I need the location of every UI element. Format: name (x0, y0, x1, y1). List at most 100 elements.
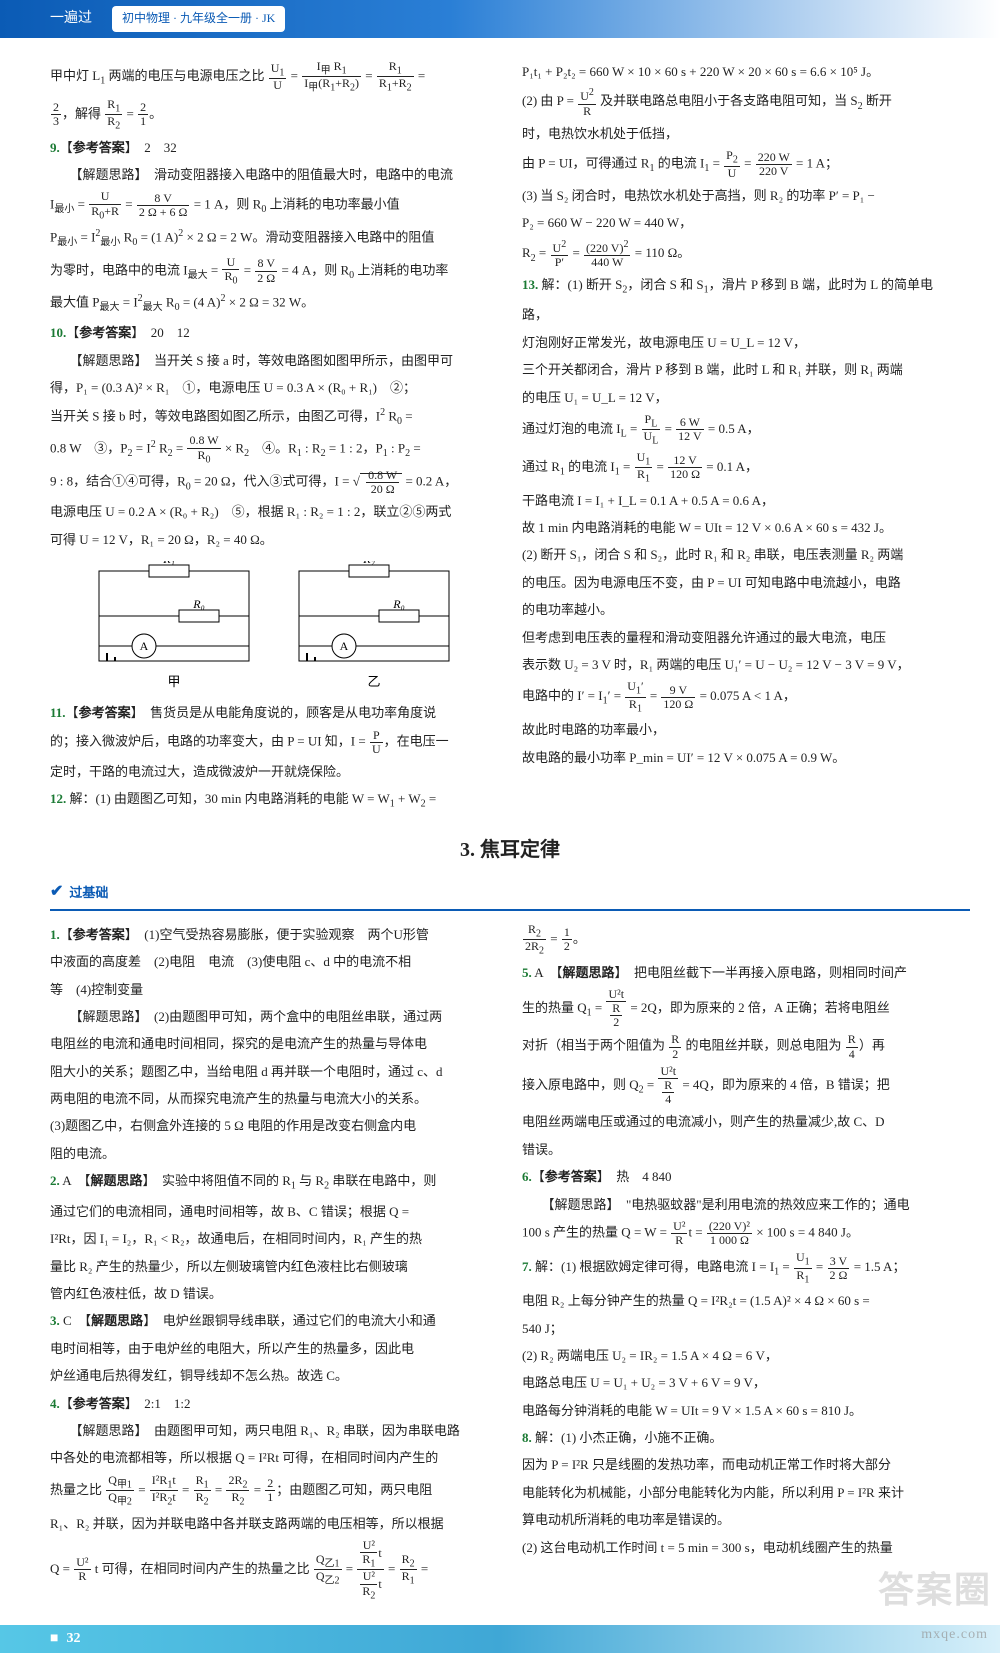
text-line: 灯泡刚好正常发光，故电源电压 U = U_L = 12 V， (522, 331, 970, 354)
q5: 5. A 【解题思路】 把电阻丝截下一半再接入原电路，则相同时间产 (522, 961, 970, 984)
text-line: P₂ = 660 W − 220 W = 440 W， (522, 211, 970, 234)
text-line: 当开关 S 接 b 时，等效电路图如图乙所示，由图乙可得，I2 R0 = (50, 404, 498, 431)
text-line: 通过灯泡的电流 IL = PLUL = 6 W12 V = 0.5 A， (522, 413, 970, 447)
text-line: 算电动机所消耗的电功率是错误的。 (522, 1508, 970, 1531)
text-line: 因为 P = I²R 只是线圈的发热功率，而电动机正常工作时将大部分 (522, 1453, 970, 1476)
header-sub: 初中物理 · 九年级全一册 · JK (112, 6, 285, 32)
text-line: 【解题思路】 由题图甲可知，两只电阻 R₁、R₂ 串联，因为串联电路 (50, 1419, 498, 1442)
text-line: 热量之比 Q甲1Q甲2 = I²R1tI²R2t = R1R2 = 2R2R2 … (50, 1474, 498, 1508)
svg-text:R₀: R₀ (192, 597, 205, 611)
text-line: 0.8 W ③，P2 = I2 R2 = 0.8 WR0 × R2 ④。R1 :… (50, 434, 498, 465)
text-line: 可得 U = 12 V，R₁ = 20 Ω，R₂ = 40 Ω。 (50, 528, 498, 551)
svg-text:甲: 甲 (167, 674, 180, 689)
section-title: 3. 焦耳定律 (50, 832, 970, 868)
q3: 3. C 【解题思路】 电炉丝跟铜导线串联，通过它们的电流大小和通 (50, 1309, 498, 1332)
text-line: 阻大小的关系；题图乙中，当给电阻 d 再并联一个电阻时，通过 c、d (50, 1060, 498, 1083)
check-icon: ✔ (50, 878, 63, 907)
text-line: 故此时电路的功率最小， (522, 718, 970, 741)
text-line: 中液面的高度差 (2)电阻 电流 (3)使电阻 c、d 中的电流不相 (50, 950, 498, 973)
text-line: 但考虑到电压表的量程和滑动变阻器允许通过的最大电流，电压 (522, 626, 970, 649)
q4: 4.【参考答案】 2:1 1:2 (50, 1392, 498, 1415)
q12: 12. 解：(1) 由题图乙可知，30 min 内电路消耗的电能 W = W1 … (50, 787, 498, 814)
text-line: I最小 = UR0+R = 8 V2 Ω + 6 Ω = 1 A，则 R0 上消… (50, 190, 498, 221)
lower-col-right: R22R2 = 12。 5. A 【解题思路】 把电阻丝截下一半再接入原电路，则… (522, 919, 970, 1605)
lower-col-left: 1.【参考答案】 (1)空气受热容易膨胀，便于实验观察 两个U形管 中液面的高度… (50, 919, 498, 1605)
circuit-left: R₁ R₀ A 甲 (89, 561, 259, 691)
text-line: 电阻丝两端电压或通过的电流减小，则产生的热量减少,故 C、D (522, 1110, 970, 1133)
text-line: 生的热量 Q1 = U²tR2 = 2Q，即为原来的 2 倍，A 正确；若将电阻… (522, 988, 970, 1030)
text-line: 电能转化为机械能，小部分电能转化为内能，所以利用 P = I²R 来计 (522, 1481, 970, 1504)
text-line: 接入原电路中，则 Q2 = U²tR4 = 4Q，即为原来的 4 倍，B 错误；… (522, 1065, 970, 1107)
upper-columns: 甲中灯 L1 两端的电压与电源电压之比 U1U = I甲 R1I甲(R1+R2)… (50, 56, 970, 818)
text-line: Q = U²R t 可得，在相同时间内产生的热量之比 Q乙1Q乙2 = U²R1… (50, 1539, 498, 1601)
upper-col-left: 甲中灯 L1 两端的电压与电源电压之比 U1U = I甲 R1I甲(R1+R2)… (50, 56, 498, 818)
text-line: 【解题思路】 (2)由题图甲可知，两个盒中的电阻丝串联，通过两 (50, 1005, 498, 1028)
svg-text:R₀: R₀ (392, 597, 405, 611)
text-line: (3)题图乙中，右侧盒外连接的 5 Ω 电阻的作用是改变右侧盒内电 (50, 1114, 498, 1137)
text-line: 由 P = UI，可得通过 R1 的电流 I1 = P2U = 220 W220… (522, 149, 970, 180)
text-line: 电路每分钟消耗的电能 W = UIt = 9 V × 1.5 A × 60 s … (522, 1399, 970, 1422)
svg-text:乙: 乙 (367, 674, 380, 689)
text-line: 得，P₁ = (0.3 A)² × R₁ ①，电源电压 U = 0.3 A × … (50, 376, 498, 399)
q13: 13. 解：(1) 断开 S2，闭合 S 和 S1，滑片 P 移到 B 端，此时… (522, 273, 970, 300)
text-line: 两电阻的电流不同，从而探究电流产生的热量与电流大小的关系。 (50, 1087, 498, 1110)
text-line: (2) 这台电动机工作时间 t = 5 min = 300 s，电动机线圈产生的… (522, 1536, 970, 1559)
text-line: 【解题思路】 当开关 S 接 a 时，等效电路图如图甲所示，由图甲可 (50, 349, 498, 372)
text-line: 的；接入微波炉后，电路的功率变大，由 P = UI 知，I = PU，在电压一 (50, 729, 498, 756)
text-line: 电阻丝的电流和通电时间相同，探究的是电流产生的热量与导体电 (50, 1032, 498, 1055)
text-line: 【解题思路】 滑动变阻器接入电路中的阻值最大时，电路中的电流 (50, 163, 498, 186)
text-line: 路， (522, 303, 970, 326)
text-line: (2) R₂ 两端电压 U₂ = IR₂ = 1.5 A × 4 Ω = 6 V… (522, 1344, 970, 1367)
q8: 8. 解：(1) 小杰正确，小施不正确。 (522, 1426, 970, 1449)
text-line: 三个开关都闭合，滑片 P 移到 B 端，此时 L 和 R₁ 并联，则 R₁ 两端 (522, 358, 970, 381)
text-line: 故 1 min 内电路消耗的电能 W = UIt = 12 V × 0.6 A … (522, 516, 970, 539)
text-line: 故电路的最小功率 P_min = UI′ = 12 V × 0.075 A = … (522, 746, 970, 769)
circuit-right: R₂ R₀ A 乙 (289, 561, 459, 691)
text-line: R2 = U2P′ = (220 V)2440 W = 110 Ω。 (522, 239, 970, 269)
text-line: 量比 R₂ 产生的热量少，所以左侧玻璃管内红色液柱比右侧玻璃 (50, 1255, 498, 1278)
text-line: 的电压。因为电源电压不变，由 P = UI 可知电路中电流越小，电路 (522, 571, 970, 594)
page-footer: ■ 32 (0, 1625, 1000, 1653)
text-line: 电路总电压 U = U₁ + U₂ = 3 V + 6 V = 9 V， (522, 1371, 970, 1394)
text-line: (2) 断开 S₁，闭合 S 和 S₂，此时 R₁ 和 R₂ 串联，电压表测量 … (522, 543, 970, 566)
text-line: I²Rt，因 I₁ = I₂，R₁ < R₂，故通电后，在相同时间内，R₁ 产生… (50, 1227, 498, 1250)
text-line: 9 : 8，结合①④可得，R0 = 20 Ω，代入③式可得，I = √ 0.8 … (50, 469, 498, 496)
page-number: 32 (66, 1626, 80, 1651)
text-line: (3) 当 S₂ 闭合时，电热饮水机处于高挡，则 R₂ 的功率 P′ = P₁ … (522, 184, 970, 207)
svg-text:A: A (140, 639, 149, 653)
q2: 2. A 【解题思路】 实验中将阻值不同的 R1 与 R2 串联在电路中，则 (50, 1169, 498, 1196)
q11: 11.【参考答案】 售货员是从电能角度说的，顾客是从电功率角度说 (50, 701, 498, 724)
text-line: 定时，干路的电流过大，造成微波炉一开就烧保险。 (50, 760, 498, 783)
text-line: 540 J； (522, 1317, 970, 1340)
text-line: 中各处的电流都相等，所以根据 Q = I²Rt 可得，在相同时间内产生的 (50, 1446, 498, 1469)
q7: 7. 解：(1) 根据欧姆定律可得，电路电流 I = I1 = U1R1 = 3… (522, 1251, 970, 1285)
text-line: 对折（相当于两个阻值为 R2 的电阻丝并联，则总电阻为 R4）再 (522, 1033, 970, 1060)
sub-header: ✔ 过基础 (50, 878, 970, 911)
text-line: 甲中灯 L1 两端的电压与电源电压之比 U1U = I甲 R1I甲(R1+R2)… (50, 60, 498, 94)
text-line: 阻的电流。 (50, 1142, 498, 1165)
q6: 6.【参考答案】 热 4 840 (522, 1165, 970, 1188)
page-header: 一遍过 初中物理 · 九年级全一册 · JK (0, 0, 1000, 38)
text-line: R22R2 = 12。 (522, 923, 970, 957)
q9: 9.【参考答案】 2 32 (50, 136, 498, 159)
text-line: 最大值 P最大 = I2最大 R0 = (4 A)2 × 2 Ω = 32 W。 (50, 290, 498, 317)
text-line: R₁、R₂ 并联，因为并联电路中各并联支路两端的电压相等，所以根据 (50, 1512, 498, 1535)
text-line: 为零时，电路中的电流 I最大 = UR0 = 8 V2 Ω = 4 A，则 R0… (50, 256, 498, 287)
svg-text:A: A (340, 639, 349, 653)
text-line: 电时间相等，由于电炉丝的电阻大，所以产生的热量多，因此电 (50, 1337, 498, 1360)
watermark: 答案圈 (878, 1558, 992, 1623)
text-line: 电路中的 I′ = I1′ = U1′R1 = 9 V120 Ω = 0.075… (522, 680, 970, 714)
text-line: 【解题思路】 "电热驱蚊器"是利用电流的热效应来工作的；通电 (522, 1193, 970, 1216)
text-line: 23，解得 R1R2 = 21。 (50, 98, 498, 132)
text-line: 等 (4)控制变量 (50, 978, 498, 1001)
text-line: 错误。 (522, 1138, 970, 1161)
text-line: 管内红色液柱低，故 D 错误。 (50, 1282, 498, 1305)
sub-header-text: 过基础 (69, 881, 108, 904)
watermark-url: mxqe.com (921, 1622, 988, 1647)
text-line: P最小 = I2最小 R0 = (1 A)2 × 2 Ω = 2 W。滑动变阻器… (50, 225, 498, 252)
text-line: P₁t₁ + P₂t₂ = 660 W × 10 × 60 s + 220 W … (522, 60, 970, 83)
circuit-diagrams: R₁ R₀ A 甲 (50, 561, 498, 691)
text-line: 的电功率越小。 (522, 598, 970, 621)
svg-text:R₂: R₂ (362, 561, 375, 566)
lower-columns: 1.【参考答案】 (1)空气受热容易膨胀，便于实验观察 两个U形管 中液面的高度… (50, 919, 970, 1605)
